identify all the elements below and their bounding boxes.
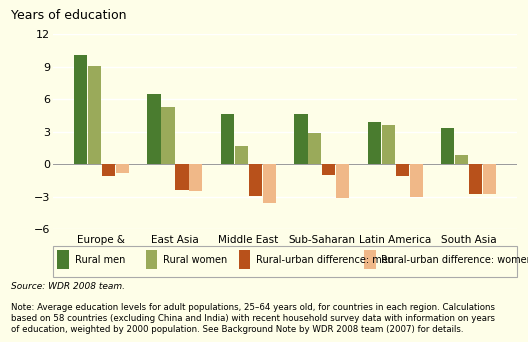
Bar — [189, 164, 202, 191]
Bar — [364, 250, 376, 269]
FancyBboxPatch shape — [53, 246, 517, 277]
Bar — [175, 164, 188, 190]
Bar — [294, 114, 307, 164]
Bar — [239, 250, 250, 269]
Text: Years of education: Years of education — [11, 9, 126, 22]
Bar — [102, 164, 115, 176]
Bar — [249, 164, 262, 196]
Text: Rural men: Rural men — [74, 255, 125, 265]
Text: Source: WDR 2008 team.: Source: WDR 2008 team. — [11, 282, 125, 291]
Bar — [483, 164, 496, 195]
Bar — [336, 164, 350, 198]
Text: Rural women: Rural women — [163, 255, 227, 265]
Bar — [162, 107, 175, 164]
Text: Note: Average education levels for adult populations, 25–64 years old, for count: Note: Average education levels for adult… — [11, 303, 495, 334]
Bar — [74, 55, 87, 164]
Bar — [88, 66, 101, 164]
Bar — [395, 164, 409, 176]
Bar — [322, 164, 335, 175]
Bar — [58, 250, 69, 269]
Bar — [382, 125, 395, 164]
Bar — [147, 94, 161, 164]
Bar — [221, 114, 234, 164]
Bar — [146, 250, 157, 269]
Text: Rural-urban difference: women: Rural-urban difference: women — [381, 255, 528, 265]
Bar — [410, 164, 423, 197]
Bar — [308, 133, 322, 164]
Bar — [116, 164, 129, 173]
Bar — [441, 129, 455, 164]
Bar — [235, 146, 248, 164]
Bar — [455, 156, 468, 164]
Text: Rural-urban difference: men: Rural-urban difference: men — [256, 255, 394, 265]
Bar — [263, 164, 276, 203]
Bar — [368, 122, 381, 164]
Bar — [469, 164, 483, 195]
